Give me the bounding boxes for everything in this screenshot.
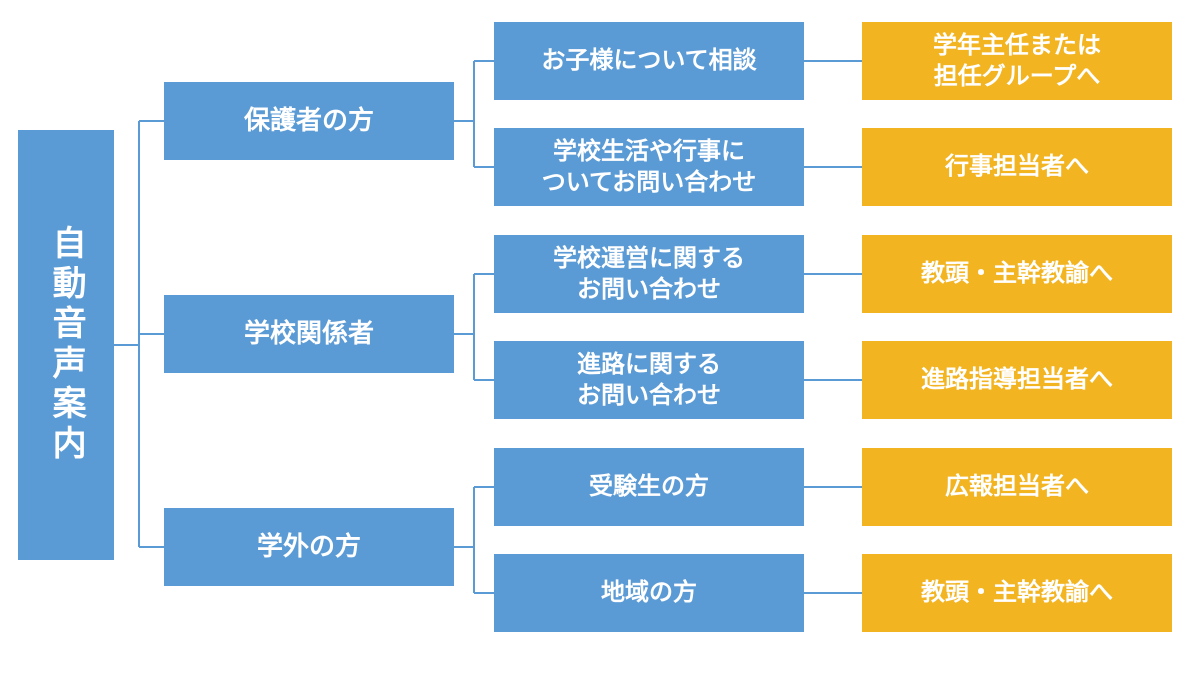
level1-node-school: 学校関係者 [164,295,454,373]
level1-node-guardian: 保護者の方 [164,82,454,160]
level3-node-dest3: 教頭・主幹教諭へ [862,235,1172,313]
level2-node-career: 進路に関する お問い合わせ [494,341,804,419]
level3-node-dest4: 進路指導担当者へ [862,341,1172,419]
level3-node-dest6: 教頭・主幹教諭へ [862,554,1172,632]
level2-node-admin: 学校運営に関する お問い合わせ [494,235,804,313]
level3-node-dest5: 広報担当者へ [862,448,1172,526]
level1-node-external: 学外の方 [164,508,454,586]
level3-node-dest2: 行事担当者へ [862,128,1172,206]
level2-node-child: お子様について相談 [494,22,804,100]
level3-node-dest1: 学年主任または 担任グループへ [862,22,1172,100]
level2-node-community: 地域の方 [494,554,804,632]
tree-diagram: 自動音声案内保護者の方学校関係者学外の方 お子様について相談学校生活や行事に つい… [0,0,1187,681]
level2-node-life: 学校生活や行事に ついてお問い合わせ [494,128,804,206]
root-node: 自動音声案内 [18,130,114,560]
level2-node-applicant: 受験生の方 [494,448,804,526]
